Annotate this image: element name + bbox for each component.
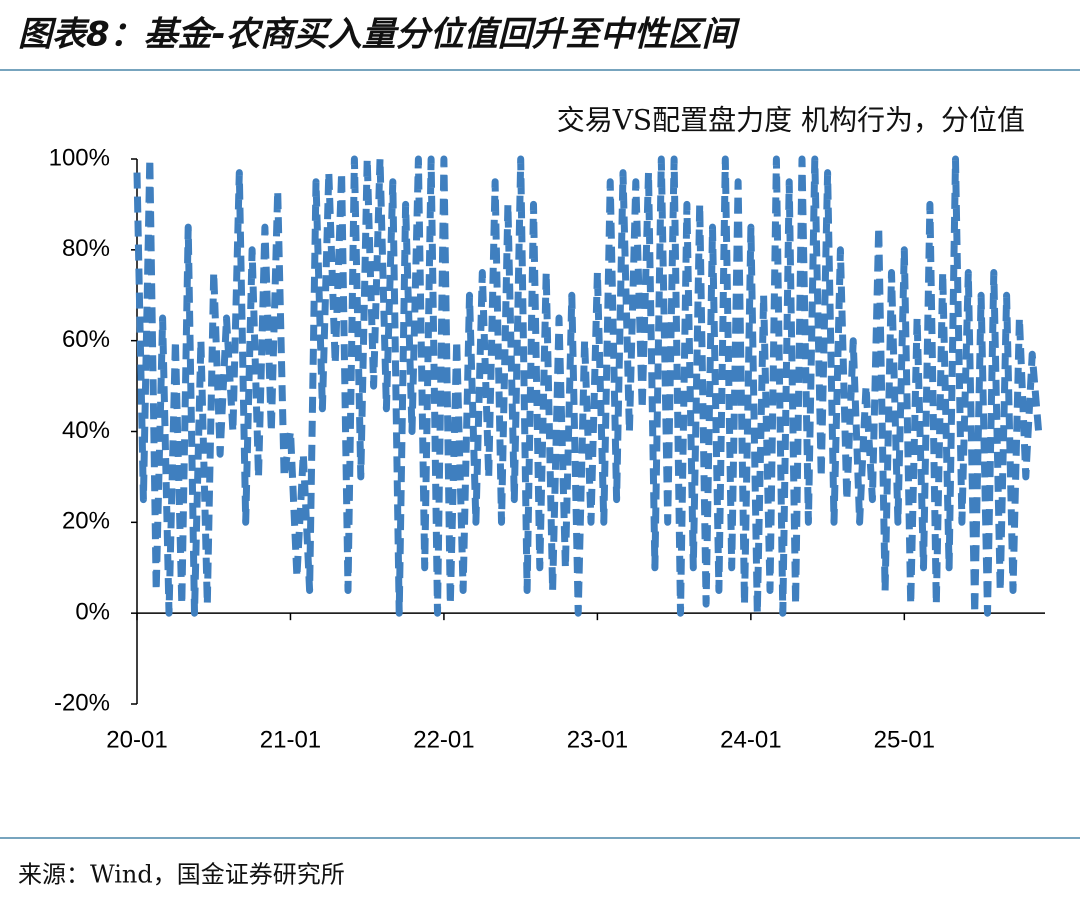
y-tick-label: -20% <box>54 689 110 716</box>
data-line <box>133 155 1043 617</box>
x-tick-label: 24-01 <box>720 726 781 753</box>
legend-label: 交易VS配置盘力度 机构行为，分位值 <box>557 104 1025 137</box>
y-tick-label: 40% <box>62 417 110 444</box>
y-tick-label: 0% <box>75 599 110 626</box>
x-tick-label: 22-01 <box>413 726 474 753</box>
chart-title: 图表8：基金-农商买入量分位值回升至中性区间 <box>18 15 741 55</box>
x-tick-label: 21-01 <box>260 726 321 753</box>
y-tick-label: 100% <box>49 144 110 171</box>
y-tick-label: 20% <box>62 508 110 535</box>
y-tick-label: 60% <box>62 326 110 353</box>
x-tick-label: 20-01 <box>106 726 167 753</box>
y-tick-label: 80% <box>62 235 110 262</box>
x-tick-label: 23-01 <box>567 726 628 753</box>
x-tick-label: 25-01 <box>874 726 935 753</box>
source-note: 来源：Wind，国金证券研究所 <box>18 861 345 889</box>
